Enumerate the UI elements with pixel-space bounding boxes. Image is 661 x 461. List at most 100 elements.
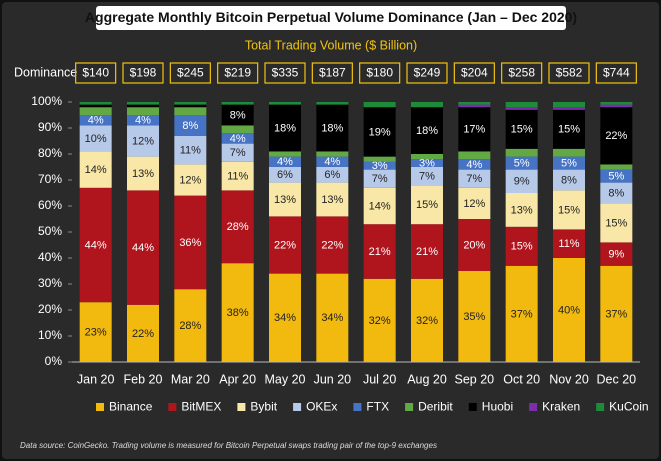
legend-label: Deribit (418, 400, 453, 414)
bar-segment (600, 265, 633, 362)
y-tick-label: 50% (38, 224, 62, 238)
data-label: 4% (230, 133, 246, 145)
x-tick-label: Jan 20 (77, 372, 115, 386)
bar-segment (411, 167, 443, 186)
data-label: 15% (605, 217, 627, 229)
bar-segment (600, 169, 633, 183)
data-label: 6% (277, 169, 293, 181)
bar-segment (458, 219, 491, 271)
x-tick-label: May 20 (265, 372, 306, 386)
data-label: 3% (372, 160, 388, 172)
footnote: Data source: CoinGecko. Trading volume i… (20, 441, 437, 450)
bar-segment (458, 104, 491, 108)
data-label: 22% (274, 239, 296, 251)
data-label: 22% (321, 239, 343, 251)
data-label: 11% (180, 145, 201, 157)
data-label: 14% (85, 164, 107, 176)
volume-box (311, 62, 353, 84)
bar-segment (127, 107, 159, 115)
bar-segment (411, 107, 443, 154)
bar-segment (505, 148, 538, 157)
bar-segment (505, 265, 538, 362)
data-label: 37% (605, 308, 627, 320)
y-tick-label: 70% (38, 172, 62, 186)
bar-segment (411, 224, 443, 279)
data-label: 23% (85, 327, 107, 339)
data-label: 34% (274, 312, 296, 324)
data-label: 12% (179, 174, 201, 186)
x-tick-label: Mar 20 (171, 372, 210, 386)
bar-segment (458, 107, 491, 152)
data-label: 21% (369, 246, 391, 258)
data-label: 15% (558, 204, 580, 216)
volume-box (595, 62, 637, 84)
bar-segment (221, 133, 254, 144)
bar-segment (269, 216, 301, 274)
data-label: 20% (463, 239, 485, 251)
data-label: 18% (416, 125, 438, 137)
bar-segment (363, 161, 396, 170)
bar-segment (79, 104, 112, 108)
data-label: 40% (558, 304, 580, 316)
bar-segment (553, 190, 585, 230)
bar-segment (363, 224, 396, 279)
bar-segment (363, 102, 396, 108)
y-tick-label: 100% (31, 94, 62, 108)
bar-segment (79, 125, 112, 152)
data-label: 18% (321, 122, 343, 134)
legend-swatch (293, 403, 302, 411)
bar-segment (79, 151, 112, 188)
data-label: 19% (369, 126, 391, 138)
data-label: 34% (321, 312, 343, 324)
bar-segment (363, 278, 396, 362)
bar-segment (411, 102, 443, 108)
x-tick-label: Nov 20 (549, 372, 589, 386)
volume-box (169, 62, 211, 84)
bar-segment (600, 107, 633, 165)
data-label: 8% (608, 187, 624, 199)
data-label: 38% (227, 307, 249, 319)
bar-segment (174, 164, 207, 196)
data-label: 14% (369, 200, 391, 212)
bar-segment (505, 156, 538, 170)
data-label: 3% (419, 158, 435, 170)
bar-segment (221, 143, 254, 162)
bar-segment (174, 289, 207, 362)
y-tick-label: 20% (38, 302, 62, 316)
bar-segment (600, 182, 633, 204)
data-label: 9% (514, 176, 530, 188)
bar-segment (411, 278, 443, 362)
data-label: 28% (227, 221, 249, 233)
bar-segment (221, 161, 254, 191)
bar-segment (221, 125, 254, 134)
bar-segment (127, 102, 159, 105)
volume-label: $198 (130, 66, 157, 80)
bar-segment (174, 195, 207, 290)
data-label: 12% (132, 135, 154, 147)
bar-segment (553, 107, 585, 110)
x-tick-label: Aug 20 (407, 372, 447, 386)
volume-label: $249 (414, 66, 441, 80)
data-label: 6% (324, 169, 340, 181)
data-label: 8% (561, 174, 577, 186)
bar-segment (174, 104, 207, 108)
legend-swatch (237, 403, 246, 411)
bar-segment (553, 258, 585, 362)
y-tick-label: 40% (38, 250, 62, 264)
volume-label: $219 (224, 66, 251, 80)
data-label: 13% (132, 168, 154, 180)
data-label: 22% (605, 130, 627, 142)
data-label: 4% (324, 156, 340, 168)
y-tick-label: 90% (38, 120, 62, 134)
data-label: 5% (608, 171, 624, 183)
bar-segment (458, 187, 491, 219)
data-label: 4% (88, 115, 104, 127)
bar-segment (316, 167, 349, 183)
bar-segment (553, 102, 585, 108)
legend-swatch (468, 403, 477, 411)
bar-segment (316, 216, 349, 274)
x-tick-label: Feb 20 (124, 372, 163, 386)
data-label: 8% (182, 120, 198, 132)
bar-segment (269, 104, 301, 152)
volume-box (217, 62, 259, 84)
